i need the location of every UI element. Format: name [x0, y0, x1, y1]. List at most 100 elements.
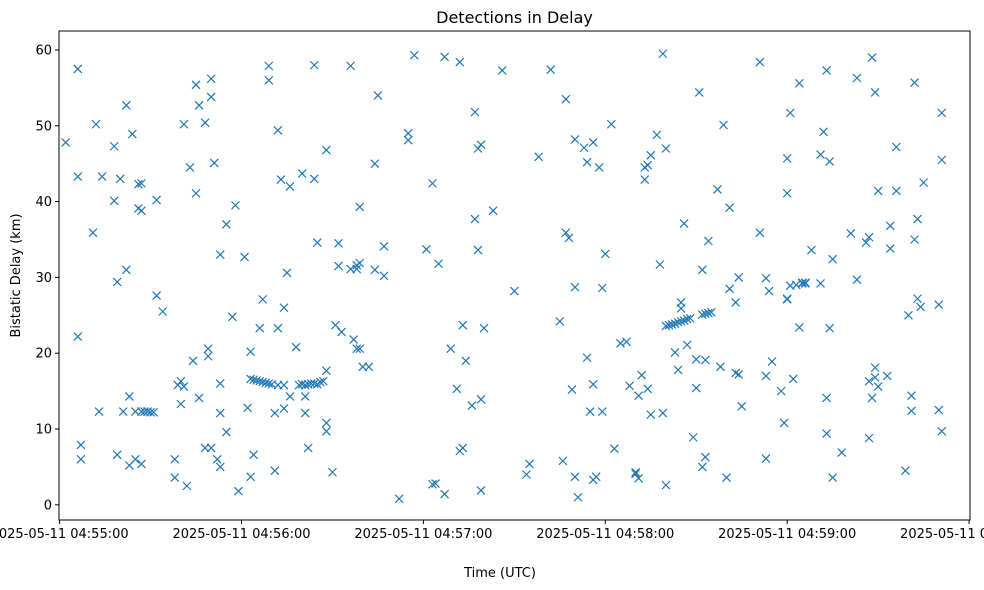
data-point: [794, 78, 804, 88]
data-point: [394, 494, 404, 504]
data-point: [373, 91, 383, 100]
data-point: [916, 302, 926, 312]
data-point: [152, 195, 162, 205]
data-point: [246, 472, 256, 482]
data-point: [570, 472, 580, 482]
data-point: [315, 377, 325, 387]
data-point: [588, 138, 598, 147]
data-point: [461, 356, 471, 366]
data-point: [825, 323, 835, 333]
data-point: [476, 140, 486, 150]
data-point: [761, 454, 771, 464]
data-point: [655, 260, 665, 269]
y-tick-label: 10: [35, 423, 52, 438]
y-tick-label: 20: [35, 347, 52, 362]
data-point: [215, 250, 225, 260]
data-point: [249, 450, 259, 460]
data-point: [352, 344, 362, 354]
data-point: [273, 125, 283, 135]
data-point: [428, 479, 437, 489]
data-point: [919, 178, 929, 188]
data-point: [825, 156, 835, 166]
data-point: [785, 108, 795, 118]
data-point: [279, 380, 289, 390]
data-point: [264, 379, 274, 388]
data-point: [682, 340, 692, 350]
data-point: [634, 473, 644, 483]
x-tick-label: 2025-05-11 04:58:00: [536, 527, 674, 542]
data-point: [300, 391, 310, 401]
data-point: [597, 283, 607, 293]
data-point: [901, 466, 910, 476]
data-point: [203, 351, 213, 361]
x-tick-label: 2025-05-11 05:00:00: [900, 527, 984, 542]
data-point: [755, 228, 765, 238]
data-point: [321, 145, 331, 155]
data-point: [640, 175, 650, 185]
data-point: [852, 73, 862, 83]
data-point: [776, 386, 786, 396]
data-point: [270, 466, 280, 476]
data-point: [679, 219, 689, 228]
data-point: [864, 433, 874, 443]
data-point: [215, 379, 225, 388]
data-point: [609, 444, 619, 454]
data-point: [206, 443, 216, 453]
data-point: [121, 100, 131, 110]
data-point: [279, 404, 289, 413]
data-point: [673, 365, 683, 375]
data-point: [588, 379, 598, 389]
data-point: [334, 261, 343, 271]
data-point: [364, 362, 374, 372]
data-point: [88, 228, 98, 238]
data-point: [124, 391, 134, 401]
data-point: [719, 120, 728, 130]
data-point: [321, 426, 331, 436]
data-point: [828, 473, 838, 482]
data-point: [658, 408, 668, 418]
data-point: [352, 264, 362, 274]
data-point: [646, 410, 656, 420]
data-point: [691, 354, 701, 364]
data-point: [112, 450, 122, 460]
data-point: [234, 486, 243, 496]
data-point: [146, 407, 155, 417]
data-point: [476, 395, 486, 404]
data-point: [688, 432, 698, 442]
data-point: [907, 391, 916, 401]
x-tick-label: 2025-05-11 04:59:00: [718, 527, 856, 542]
data-point: [255, 323, 265, 333]
data-point: [158, 307, 168, 316]
data-point: [625, 381, 634, 391]
data-point: [767, 357, 777, 366]
data-point: [346, 61, 356, 71]
data-point: [570, 134, 580, 144]
data-point: [828, 254, 838, 264]
data-point: [291, 342, 301, 352]
data-point: [458, 443, 468, 453]
data-point: [221, 427, 231, 437]
data-point: [149, 407, 159, 417]
data-point: [127, 129, 137, 139]
data-point: [822, 65, 832, 75]
data-point: [870, 373, 880, 382]
data-point: [176, 376, 186, 386]
data-point: [691, 383, 701, 393]
data-point: [509, 286, 519, 296]
data-point: [240, 252, 249, 262]
chart-title: Detections in Delay: [436, 8, 593, 27]
data-point: [194, 100, 204, 110]
data-point: [409, 50, 419, 60]
data-point: [137, 206, 146, 216]
data-point: [658, 49, 668, 59]
data-point: [807, 245, 816, 255]
data-point: [779, 418, 789, 428]
data-point: [643, 384, 653, 394]
data-point: [685, 313, 695, 323]
data-point: [634, 391, 644, 401]
data-point: [846, 228, 856, 238]
data-point: [667, 319, 677, 329]
data-point: [561, 94, 571, 104]
data-point: [637, 370, 647, 380]
